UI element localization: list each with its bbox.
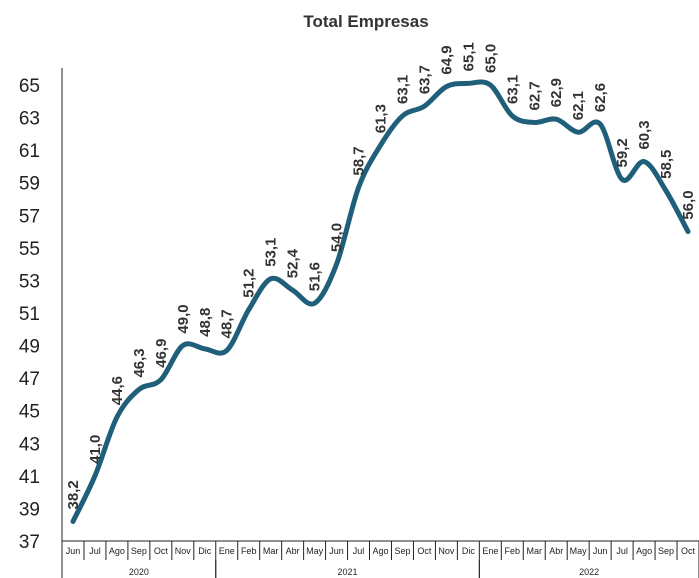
data-label: 51,2	[241, 269, 258, 298]
x-tick-label: Ene	[482, 546, 498, 556]
y-tick-label: 59	[19, 174, 40, 195]
x-tick-label: Jul	[89, 546, 101, 556]
y-tick-label: 51	[19, 304, 40, 325]
data-label: 64,9	[438, 45, 455, 74]
data-label: 58,5	[658, 150, 675, 179]
x-tick-label: Mar	[263, 546, 279, 556]
y-tick-label: 43	[19, 434, 40, 455]
x-tick-label: Nov	[438, 546, 455, 556]
x-tick-label: Dic	[462, 546, 475, 556]
data-label: 63,1	[504, 75, 521, 104]
y-tick-label: 55	[19, 239, 40, 260]
data-label: 63,7	[416, 65, 433, 94]
x-tick-label: Ago	[372, 546, 388, 556]
x-tick-label: Jul	[616, 546, 628, 556]
x-tick-label: Feb	[505, 546, 521, 556]
data-label: 62,9	[548, 78, 565, 107]
data-label: 59,2	[614, 138, 631, 167]
data-label: 62,7	[526, 81, 543, 110]
y-tick-label: 39	[19, 499, 40, 520]
data-label: 41,0	[87, 435, 104, 464]
y-tick-label: 45	[19, 402, 40, 423]
data-label: 49,0	[175, 304, 192, 333]
chart-axes	[61, 68, 699, 578]
x-axis-ticks: Jun Jul Ago Sep Oct Nov Dic Ene Feb Mar Abr May Jun J…	[61, 541, 699, 578]
x-tick-label: Ene	[219, 546, 235, 556]
y-tick-label: 49	[19, 337, 40, 358]
data-label: 52,4	[285, 248, 302, 278]
year-label: 2021	[338, 567, 358, 577]
x-tick-label: Abr	[549, 546, 563, 556]
year-label: 2022	[579, 567, 599, 577]
x-tick-label: Mar	[527, 546, 543, 556]
data-label: 48,8	[197, 308, 214, 337]
x-tick-label: Oct	[417, 546, 432, 556]
x-tick-label: Dic	[198, 546, 211, 556]
x-tick-label: Nov	[175, 546, 192, 556]
data-label: 38,2	[65, 480, 82, 509]
data-label: 63,1	[394, 75, 411, 104]
x-tick-label: Sep	[658, 546, 674, 556]
y-tick-label: 57	[19, 206, 40, 227]
x-tick-label: Oct	[154, 546, 169, 556]
data-label: 62,1	[570, 91, 587, 120]
data-label: 46,3	[131, 348, 148, 377]
chart-title: Total Empresas	[303, 12, 428, 31]
x-tick-label: Jun	[593, 546, 608, 556]
x-tick-label: Jun	[329, 546, 344, 556]
y-tick-label: 53	[19, 271, 40, 292]
data-label: 51,6	[307, 262, 324, 291]
y-axis-ticks: 37 39 41 43 45 47 49 51 53 55 57 59 61 63 65	[19, 76, 40, 553]
data-label: 65,1	[460, 42, 477, 71]
data-label: 46,9	[153, 339, 170, 368]
x-tick-label: Jul	[353, 546, 365, 556]
x-tick-label: May	[306, 546, 324, 556]
data-label: 65,0	[482, 44, 499, 73]
data-label: 54,0	[329, 223, 346, 252]
data-label: 62,6	[592, 83, 609, 112]
y-tick-label: 61	[19, 141, 40, 162]
data-label: 60,3	[636, 120, 653, 149]
series-line	[70, 79, 691, 524]
x-tick-label: Abr	[286, 546, 300, 556]
x-tick-label: Sep	[131, 546, 147, 556]
x-tick-label: Feb	[241, 546, 257, 556]
y-tick-label: 37	[19, 532, 40, 553]
year-label: 2020	[129, 567, 149, 577]
x-tick-label: Jun	[66, 546, 81, 556]
y-tick-label: 65	[19, 76, 40, 97]
data-label: 61,3	[372, 104, 389, 133]
data-label: 44,6	[109, 376, 126, 405]
data-label: 56,0	[680, 190, 697, 219]
data-label: 48,7	[219, 309, 236, 338]
y-tick-label: 63	[19, 109, 40, 130]
data-label: 53,1	[263, 238, 280, 267]
x-tick-label: Ago	[636, 546, 652, 556]
x-tick-label: Ago	[109, 546, 125, 556]
x-tick-label: Sep	[394, 546, 410, 556]
y-tick-label: 47	[19, 369, 40, 390]
data-label: 58,7	[351, 146, 368, 175]
data-labels: 38,2 41,0 44,6 46,3 46,9 49,0 48,8 48,7 51,2 53,1…	[65, 42, 697, 509]
y-tick-label: 41	[19, 467, 40, 488]
x-tick-label: May	[570, 546, 588, 556]
x-tick-label: Oct	[681, 546, 696, 556]
